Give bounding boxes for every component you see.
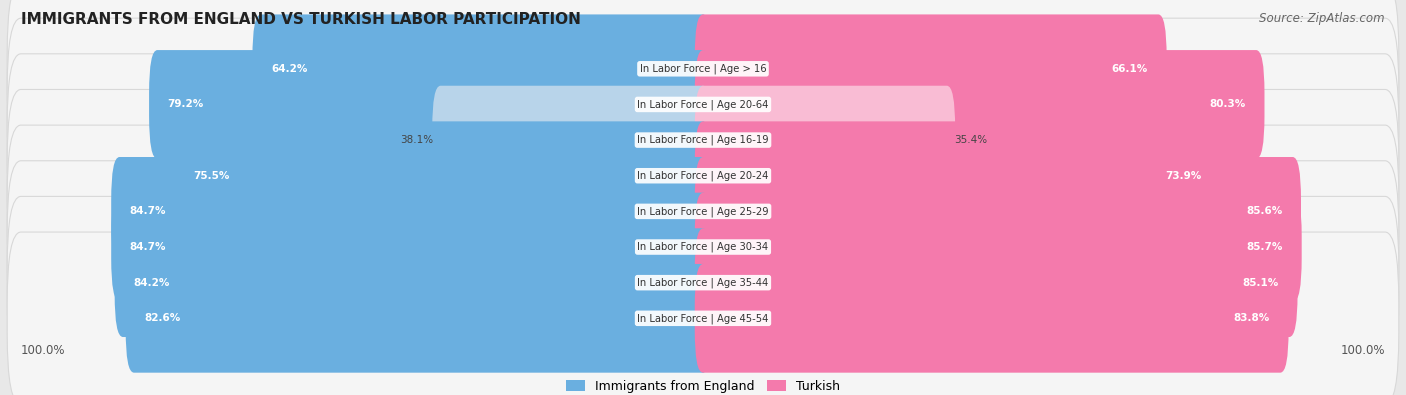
- Text: 73.9%: 73.9%: [1166, 171, 1202, 181]
- Text: 82.6%: 82.6%: [145, 313, 180, 324]
- FancyBboxPatch shape: [253, 15, 711, 123]
- FancyBboxPatch shape: [111, 193, 711, 301]
- Text: 38.1%: 38.1%: [401, 135, 433, 145]
- FancyBboxPatch shape: [7, 196, 1399, 369]
- Text: 85.6%: 85.6%: [1246, 206, 1282, 216]
- Text: 75.5%: 75.5%: [193, 171, 229, 181]
- Text: 83.8%: 83.8%: [1233, 313, 1270, 324]
- Text: 85.7%: 85.7%: [1247, 242, 1284, 252]
- FancyBboxPatch shape: [695, 50, 1264, 159]
- Legend: Immigrants from England, Turkish: Immigrants from England, Turkish: [561, 375, 845, 395]
- FancyBboxPatch shape: [695, 121, 1220, 230]
- FancyBboxPatch shape: [432, 86, 711, 194]
- FancyBboxPatch shape: [695, 86, 955, 194]
- Text: In Labor Force | Age 20-24: In Labor Force | Age 20-24: [637, 171, 769, 181]
- FancyBboxPatch shape: [174, 121, 711, 230]
- Text: 84.2%: 84.2%: [134, 278, 170, 288]
- FancyBboxPatch shape: [695, 228, 1298, 337]
- FancyBboxPatch shape: [7, 54, 1399, 226]
- FancyBboxPatch shape: [7, 232, 1399, 395]
- Text: In Labor Force | Age 30-34: In Labor Force | Age 30-34: [637, 242, 769, 252]
- Text: In Labor Force | Age 20-64: In Labor Force | Age 20-64: [637, 99, 769, 110]
- Text: IMMIGRANTS FROM ENGLAND VS TURKISH LABOR PARTICIPATION: IMMIGRANTS FROM ENGLAND VS TURKISH LABOR…: [21, 12, 581, 27]
- Text: 84.7%: 84.7%: [129, 206, 166, 216]
- Text: 64.2%: 64.2%: [271, 64, 308, 74]
- Text: 80.3%: 80.3%: [1209, 100, 1246, 109]
- FancyBboxPatch shape: [695, 157, 1301, 266]
- FancyBboxPatch shape: [7, 0, 1399, 155]
- FancyBboxPatch shape: [695, 264, 1289, 372]
- Text: In Labor Force | Age 16-19: In Labor Force | Age 16-19: [637, 135, 769, 145]
- Text: In Labor Force | Age 35-44: In Labor Force | Age 35-44: [637, 277, 769, 288]
- Text: In Labor Force | Age 45-54: In Labor Force | Age 45-54: [637, 313, 769, 324]
- Text: 66.1%: 66.1%: [1112, 64, 1149, 74]
- Text: 85.1%: 85.1%: [1243, 278, 1279, 288]
- Text: 79.2%: 79.2%: [167, 100, 204, 109]
- FancyBboxPatch shape: [7, 125, 1399, 298]
- FancyBboxPatch shape: [125, 264, 711, 372]
- Text: 100.0%: 100.0%: [1340, 344, 1385, 357]
- Text: 100.0%: 100.0%: [21, 344, 66, 357]
- FancyBboxPatch shape: [7, 18, 1399, 191]
- FancyBboxPatch shape: [695, 193, 1302, 301]
- FancyBboxPatch shape: [7, 161, 1399, 333]
- Text: In Labor Force | Age 25-29: In Labor Force | Age 25-29: [637, 206, 769, 216]
- FancyBboxPatch shape: [111, 157, 711, 266]
- FancyBboxPatch shape: [115, 228, 711, 337]
- FancyBboxPatch shape: [7, 89, 1399, 262]
- Text: In Labor Force | Age > 16: In Labor Force | Age > 16: [640, 64, 766, 74]
- Text: 84.7%: 84.7%: [129, 242, 166, 252]
- Text: 35.4%: 35.4%: [953, 135, 987, 145]
- FancyBboxPatch shape: [695, 15, 1167, 123]
- FancyBboxPatch shape: [149, 50, 711, 159]
- Text: Source: ZipAtlas.com: Source: ZipAtlas.com: [1260, 12, 1385, 25]
